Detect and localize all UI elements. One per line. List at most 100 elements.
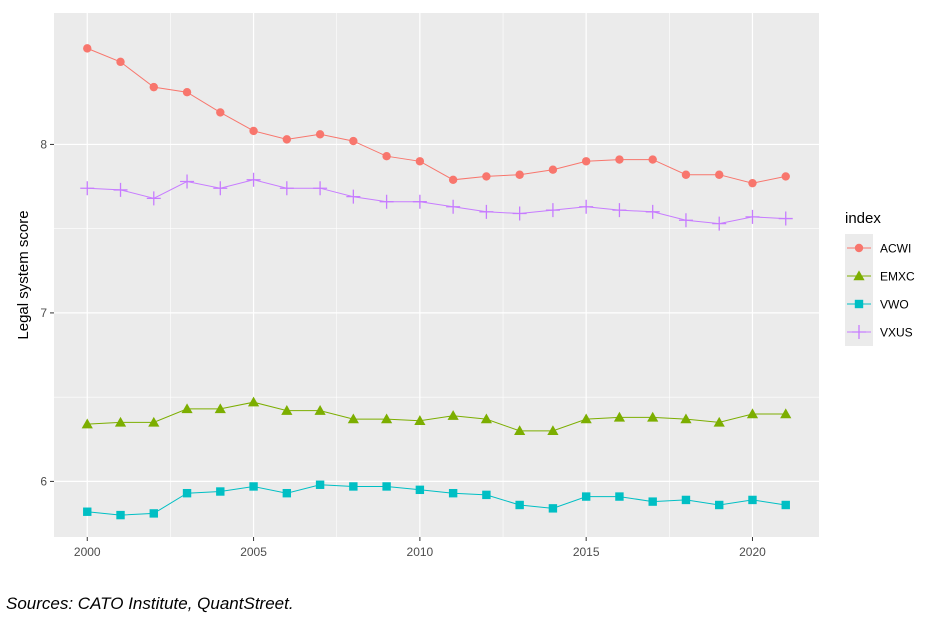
data-point-emxc [713, 416, 725, 427]
data-point-vxus [612, 203, 627, 218]
legend-item-vxus: VXUS [845, 318, 913, 346]
data-point-emxc [181, 403, 193, 414]
series-vwo [83, 480, 790, 520]
data-point-acwi [382, 152, 391, 161]
series-line-vwo [87, 484, 786, 516]
legend-label-emxc: EMXC [880, 270, 915, 284]
data-point-vxus [313, 181, 328, 196]
data-point-emxc [746, 408, 759, 419]
y-tick-label: 6 [40, 474, 47, 488]
data-point-vxus [645, 204, 660, 219]
data-point-vwo [715, 500, 724, 510]
data-point-vxus [512, 206, 527, 221]
data-point-vxus [412, 194, 427, 209]
data-point-acwi [415, 157, 425, 166]
data-point-emxc [514, 425, 526, 436]
data-point-vxus [213, 181, 228, 196]
data-point-acwi [648, 155, 657, 164]
data-point-vwo [149, 509, 158, 518]
minor-gridlines [54, 13, 819, 537]
data-point-vwo [216, 487, 225, 496]
x-tick-label: 2000 [74, 545, 101, 559]
data-point-vwo [182, 488, 192, 498]
data-point-emxc [647, 411, 659, 422]
data-point-vxus [279, 181, 294, 196]
legend-marker-vwo [854, 299, 864, 309]
data-point-vwo [448, 488, 458, 498]
data-point-vwo [615, 492, 624, 501]
data-point-vwo [581, 492, 591, 501]
data-point-vxus [778, 211, 793, 226]
data-point-vwo [415, 485, 425, 495]
legend-label-vxus: VXUS [880, 326, 913, 340]
data-point-emxc [347, 413, 359, 424]
legend-marker-vxus [852, 325, 866, 339]
y-tick-label: 7 [40, 306, 47, 320]
data-point-acwi [482, 172, 491, 181]
data-point-acwi [315, 130, 325, 139]
x-tick-label: 2010 [407, 545, 434, 559]
y-axis-title: Legal system score [15, 210, 32, 339]
legend-marker-acwi [854, 243, 864, 253]
plot-panel [54, 13, 819, 537]
data-point-emxc [114, 416, 127, 427]
data-point-vwo [116, 510, 125, 520]
legend-marker-emxc [853, 270, 865, 281]
data-point-vxus [712, 216, 727, 231]
data-point-vxus [446, 199, 461, 214]
data-point-acwi [515, 170, 524, 179]
series-line-vxus [87, 179, 786, 225]
data-point-vwo [315, 480, 325, 489]
data-point-vxus [545, 203, 560, 218]
data-point-vwo [781, 500, 790, 510]
legend-item-vwo: VWO [845, 290, 909, 318]
data-point-vwo [83, 507, 92, 516]
data-point-vwo [748, 495, 757, 505]
y-tick-label: 8 [40, 137, 47, 151]
data-point-vwo [681, 495, 691, 505]
data-point-acwi [282, 135, 292, 144]
data-point-vwo [249, 482, 258, 491]
data-point-emxc [480, 413, 492, 424]
data-point-emxc [414, 415, 426, 425]
data-point-vxus [180, 174, 195, 189]
series-line-acwi [87, 47, 786, 184]
data-point-vxus [346, 189, 361, 204]
data-point-vxus [146, 191, 161, 206]
data-point-acwi [615, 155, 624, 164]
data-point-acwi [581, 157, 591, 166]
data-point-vxus [113, 182, 128, 197]
axis-ticks: 2000 2005 2010 2015 2020 6 7 8 [40, 137, 766, 559]
series-layer [80, 44, 793, 520]
legend-label-vwo: VWO [880, 298, 909, 312]
data-point-emxc [81, 418, 93, 429]
data-point-vxus [379, 194, 394, 209]
data-point-emxc [314, 405, 326, 415]
data-point-emxc [148, 416, 160, 427]
legend-title: index [845, 210, 881, 227]
data-point-emxc [447, 410, 459, 420]
data-point-emxc [680, 413, 692, 424]
series-line-emxc [87, 401, 786, 432]
data-point-vwo [382, 482, 391, 491]
series-acwi [83, 44, 790, 188]
data-point-acwi [681, 170, 691, 179]
data-point-vwo [482, 490, 491, 500]
legend-item-emxc: EMXC [845, 262, 915, 290]
data-point-emxc [780, 408, 792, 419]
major-gridlines [54, 13, 819, 537]
series-emxc [81, 396, 792, 436]
line-chart: 2000 2005 2010 2015 2020 6 7 8 Legal system sco… [15, 13, 915, 559]
data-point-acwi [349, 136, 358, 146]
legend: index ACWI EMXC VWO VXUS [845, 210, 915, 346]
series-vxus [80, 172, 793, 231]
legend-item-acwi: ACWI [845, 234, 911, 262]
data-point-acwi [83, 44, 92, 53]
data-point-acwi [748, 178, 757, 188]
data-point-acwi [216, 108, 225, 117]
data-point-emxc [247, 396, 260, 407]
data-point-vxus [678, 213, 693, 228]
data-point-emxc [281, 405, 293, 415]
data-point-acwi [548, 165, 558, 174]
data-point-vwo [282, 488, 292, 498]
